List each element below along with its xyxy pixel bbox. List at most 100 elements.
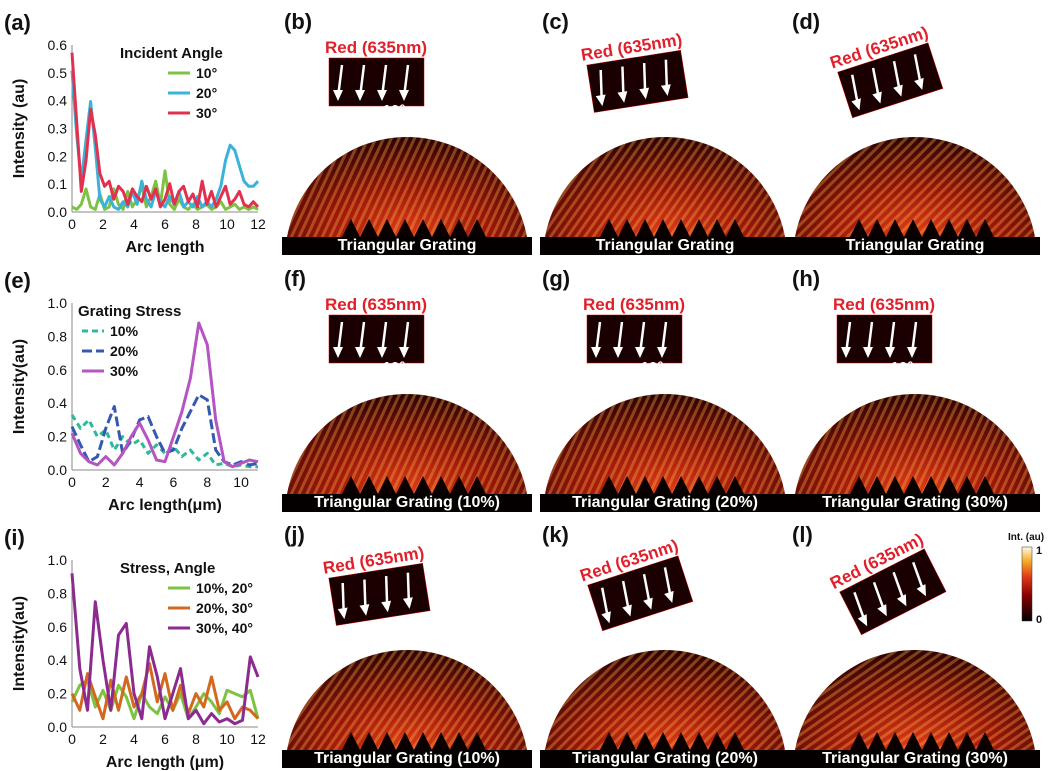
x-axis-label: Arc length(μm)	[108, 497, 222, 513]
legend-entry: 20°	[196, 85, 217, 101]
y-axis-label: Intensity(au)	[11, 339, 28, 434]
sim-panel-l: Red (635nm)40°Triangular Grating (30%)(l…	[790, 522, 1040, 768]
panel-tag: (a)	[4, 10, 31, 35]
x-tick-label: 2	[99, 731, 107, 747]
source-port	[586, 314, 683, 364]
grating-profile	[545, 732, 785, 750]
grating-caption: Triangular Grating	[846, 237, 985, 254]
colorbar: Int. (au) 1 0	[1008, 532, 1044, 626]
y-tick-label: 0.4	[48, 395, 68, 411]
line-chart-e: (e) 0.0 0.2 0.4 0.6 0.8 1.0 0 2 4 6 8 10 Arc length(μ…	[4, 268, 259, 513]
x-tick-label: 2	[102, 474, 110, 490]
angle-label: 40°	[891, 615, 914, 632]
incident-arrowhead	[377, 90, 387, 101]
incident-arrowhead	[639, 87, 650, 100]
x-tick-label: 6	[170, 474, 178, 490]
incident-arrowhead	[841, 347, 851, 358]
panel-tag: (k)	[542, 522, 569, 547]
incident-arrowhead	[657, 347, 667, 358]
incident-arrowhead	[355, 90, 365, 101]
y-tick-label: 0.5	[48, 65, 68, 81]
incident-arrowhead	[601, 611, 611, 624]
grating-profile	[287, 732, 527, 750]
grating-caption: Triangular Grating	[338, 237, 477, 254]
incident-arrowhead	[907, 347, 917, 358]
panel-tag: (b)	[284, 9, 312, 34]
x-tick-label: 6	[161, 731, 169, 747]
incident-arrowhead	[399, 347, 409, 358]
y-tick-label: 1.0	[48, 552, 68, 568]
substrate	[540, 494, 790, 512]
y-tick-label: 0.3	[48, 121, 68, 137]
incident-arrowhead	[914, 77, 924, 90]
incident-arrowhead	[377, 347, 387, 358]
panel-tag: (l)	[792, 522, 813, 547]
x-tick-label: 10	[219, 216, 235, 232]
grating-profile	[795, 476, 1035, 494]
line-chart-a: (a) 0.0 0.1 0.2 0.3 0.4 0.5 0.6 0 2 4 6 8 10 12 Arc len…	[4, 10, 266, 255]
source-label: Red (635nm)	[833, 295, 935, 314]
incident-arrowhead	[399, 90, 409, 101]
legend-entry: 20%	[110, 343, 139, 359]
x-tick-label: 0	[68, 474, 76, 490]
substrate	[540, 750, 790, 768]
sim-panel-k: Red (635nm)30°Triangular Grating (20%)(k…	[540, 522, 790, 768]
y-tick-label: 0.6	[48, 362, 68, 378]
x-tick-label: 10	[219, 731, 235, 747]
x-tick-label: 8	[192, 731, 200, 747]
source-port	[328, 562, 431, 626]
x-tick-label: 0	[68, 731, 76, 747]
grating-caption: Triangular Grating (30%)	[822, 494, 1008, 511]
angle-label: 10°	[641, 359, 664, 376]
source-label: Red (635nm)	[325, 38, 427, 57]
incident-arrowhead	[863, 347, 873, 358]
source-port	[839, 548, 947, 636]
y-tick-label: 0.2	[48, 148, 68, 164]
angle-label: 30°	[891, 102, 914, 119]
sim-panel-h: Red (635nm) 10° Triangular Grating (30%) (h…	[790, 266, 1040, 512]
substrate	[282, 750, 532, 768]
incident-arrowhead	[355, 347, 365, 358]
x-axis-label: Arc length	[125, 239, 204, 255]
incident-arrowhead	[660, 84, 671, 96]
panel-tag: (d)	[792, 9, 820, 34]
x-tick-label: 4	[130, 731, 138, 747]
sim-panel-c: Red (635nm)20°Triangular Grating(c)	[540, 9, 790, 255]
sim-panel-d: Red (635nm)30°Triangular Grating(d)	[790, 9, 1040, 255]
series-line	[70, 393, 259, 467]
substrate	[790, 237, 1040, 255]
line-chart-i: (i) 0.0 0.2 0.4 0.6 0.8 1.0 0 2 4 6 8 10 12 Arc length…	[4, 525, 266, 770]
x-tick-label: 8	[203, 474, 211, 490]
sim-panel-f: Red (635nm) 10° Triangular Grating (10%) (f…	[282, 266, 532, 512]
source-port	[836, 314, 933, 364]
legend-entry: 30°	[196, 105, 217, 121]
y-tick-label: 0.6	[48, 37, 68, 53]
y-tick-label: 0.2	[48, 429, 68, 445]
incident-arrowhead	[893, 84, 903, 97]
y-axis-label: Intensity (au)	[11, 79, 28, 179]
substrate	[282, 494, 532, 512]
x-tick-label: 0	[68, 216, 76, 232]
panel-tag: (i)	[4, 525, 25, 550]
angle-label: 20°	[641, 102, 664, 119]
angle-label: 10°	[891, 359, 914, 376]
series-line	[70, 321, 259, 469]
incident-arrowhead	[595, 94, 606, 107]
colorbar-max-label: 1	[1036, 545, 1042, 557]
x-tick-label: 2	[99, 216, 107, 232]
x-tick-label: 4	[136, 474, 144, 490]
angle-label: 10°	[383, 359, 406, 376]
incident-arrowhead	[896, 594, 907, 607]
incident-arrowhead	[643, 597, 653, 610]
incident-arrowhead	[885, 347, 895, 358]
legend-entry: 10°	[196, 65, 217, 81]
grating-caption: Triangular Grating (10%)	[314, 750, 500, 767]
series-line	[70, 70, 260, 211]
legend-title: Incident Angle	[120, 45, 223, 62]
x-tick-label: 12	[250, 731, 266, 747]
x-tick-label: 6	[161, 216, 169, 232]
incident-arrowhead	[857, 614, 868, 627]
source-port	[328, 57, 425, 107]
substrate	[790, 750, 1040, 768]
grating-caption: Triangular Grating (10%)	[314, 494, 500, 511]
